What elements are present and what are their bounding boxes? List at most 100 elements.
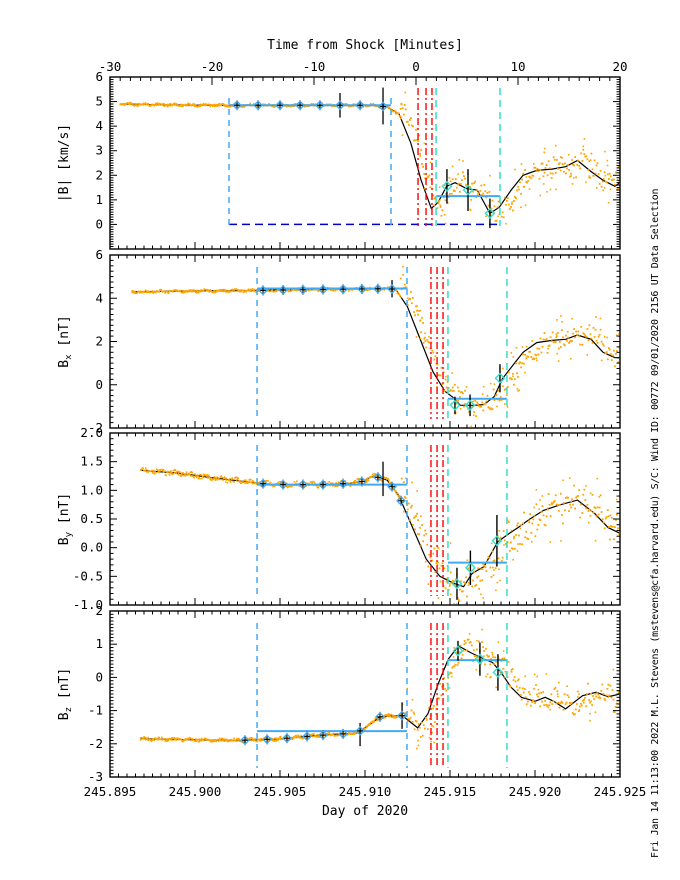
selection-diamond-marker [295, 100, 305, 111]
svg-text:-30: -30 [99, 59, 122, 74]
svg-text:-20: -20 [201, 59, 224, 74]
svg-text:2: 2 [95, 334, 103, 349]
svg-text:0: 0 [95, 216, 103, 231]
selection-diamond-marker [373, 472, 383, 483]
selection-diamond-marker [318, 730, 328, 741]
y-axis-label-b-z: Bz [nT] [57, 668, 74, 720]
svg-text:245.915: 245.915 [424, 784, 477, 799]
average-line [140, 645, 619, 742]
window-diamond-marker [494, 372, 506, 384]
window-diamond-marker [441, 180, 453, 192]
svg-text:0: 0 [95, 669, 103, 684]
selection-diamond-marker [282, 733, 292, 744]
selection-diamond-marker [262, 734, 272, 745]
svg-text:6: 6 [95, 247, 103, 262]
panel-b-z-data [139, 623, 619, 768]
selection-diamond-marker [338, 478, 348, 489]
top-axis-title: Time from Shock [Minutes] [267, 38, 463, 53]
svg-text:2: 2 [95, 167, 103, 182]
svg-text:1: 1 [95, 192, 103, 207]
svg-text:1.0: 1.0 [80, 482, 103, 497]
panel-b-y-data [139, 445, 619, 604]
svg-text:-10: -10 [303, 59, 326, 74]
y-axis-label-b-magnitude: |B| [km/s] [57, 124, 72, 202]
y-axis-label-b-x: Bx [nT] [57, 315, 74, 367]
svg-text:-1: -1 [88, 703, 103, 718]
selection-diamond-marker [387, 284, 397, 294]
selection-diamond-marker [258, 478, 268, 489]
panel-frame [109, 432, 621, 606]
average-line [140, 469, 619, 588]
selection-diamond-marker [298, 479, 308, 490]
window-diamond-marker [491, 535, 503, 547]
selection-diamond-marker [355, 725, 365, 736]
panel-b-magnitude-data [119, 87, 619, 229]
raw-data-scatter [139, 467, 619, 604]
svg-text:0: 0 [412, 59, 420, 74]
svg-text:-3: -3 [88, 769, 103, 784]
selection-diamond-marker [253, 100, 263, 111]
window-diamond-marker [449, 399, 461, 411]
window-diamond-marker [474, 653, 486, 665]
svg-text:245.920: 245.920 [509, 784, 562, 799]
panel-frame [109, 76, 621, 250]
selection-diamond-marker [275, 100, 285, 111]
svg-text:245.905: 245.905 [254, 784, 307, 799]
selection-diamond-marker [378, 101, 388, 112]
svg-text:4: 4 [95, 290, 103, 305]
panel-b-z: -3 -2 -1 0 1 2 245.895 245.900 245.905 245.910 245… [57, 603, 646, 799]
svg-text:5: 5 [95, 94, 103, 109]
panel-b-x-data [131, 265, 619, 427]
selection-diamond-marker [315, 100, 325, 111]
svg-text:-0.5: -0.5 [73, 568, 103, 583]
svg-text:20: 20 [612, 59, 627, 74]
window-diamond-marker [452, 645, 464, 657]
average-line [120, 103, 619, 215]
y-axis-label-b-y: By [nT] [57, 493, 74, 545]
svg-text:245.925: 245.925 [594, 784, 647, 799]
panel-frame [109, 610, 621, 778]
svg-text:4: 4 [95, 118, 103, 133]
svg-text:245.895: 245.895 [84, 784, 137, 799]
selection-diamond-marker [387, 481, 397, 492]
selection-diamond-marker [278, 479, 288, 490]
svg-text:0.0: 0.0 [80, 540, 103, 555]
selection-diamond-marker [375, 711, 385, 722]
credit-annotation: Fri Jan 14 11:13:00 2022 M.L. Stevens (m… [650, 188, 661, 858]
svg-text:3: 3 [95, 143, 103, 158]
window-diamond-marker [451, 578, 463, 590]
selection-diamond-marker [338, 284, 348, 295]
selection-diamond-marker [335, 100, 345, 111]
panel-b-magnitude: 0 1 2 3 4 5 6-30 -20 -10 0 10 20 |B| [km/s] [57, 59, 628, 250]
selection-diamond-marker [373, 283, 383, 294]
window-diamond-marker [462, 184, 474, 196]
selection-diamond-marker [302, 731, 312, 742]
svg-text:10: 10 [510, 59, 525, 74]
selection-diamond-marker [357, 284, 367, 294]
svg-text:2: 2 [95, 603, 103, 618]
window-diamond-marker [464, 399, 476, 411]
selection-diamond-marker [397, 710, 407, 721]
svg-text:245.900: 245.900 [169, 784, 222, 799]
selection-diamond-marker [258, 285, 268, 296]
selection-diamond-marker [355, 100, 365, 111]
svg-text:0: 0 [95, 377, 103, 392]
panel-b-y: -1.0 -0.5 0.0 0.5 1.0 1.5 2.0 By [nT] [57, 425, 621, 612]
selection-diamond-marker [396, 495, 406, 506]
selection-diamond-marker [240, 735, 250, 746]
panel-ticks [109, 432, 621, 606]
panel-ticks [109, 76, 621, 250]
window-diamond-marker [464, 562, 476, 574]
selection-diamond-marker [298, 284, 308, 295]
window-diamond-marker [484, 207, 496, 219]
selection-diamond-marker [338, 728, 348, 739]
svg-text:2.0: 2.0 [80, 425, 103, 440]
svg-text:-1.0: -1.0 [73, 597, 103, 612]
selection-diamond-marker [357, 476, 367, 487]
selection-diamond-marker [278, 285, 288, 295]
average-line [132, 288, 619, 406]
panel-ticks [109, 610, 621, 778]
svg-text:245.910: 245.910 [339, 784, 392, 799]
